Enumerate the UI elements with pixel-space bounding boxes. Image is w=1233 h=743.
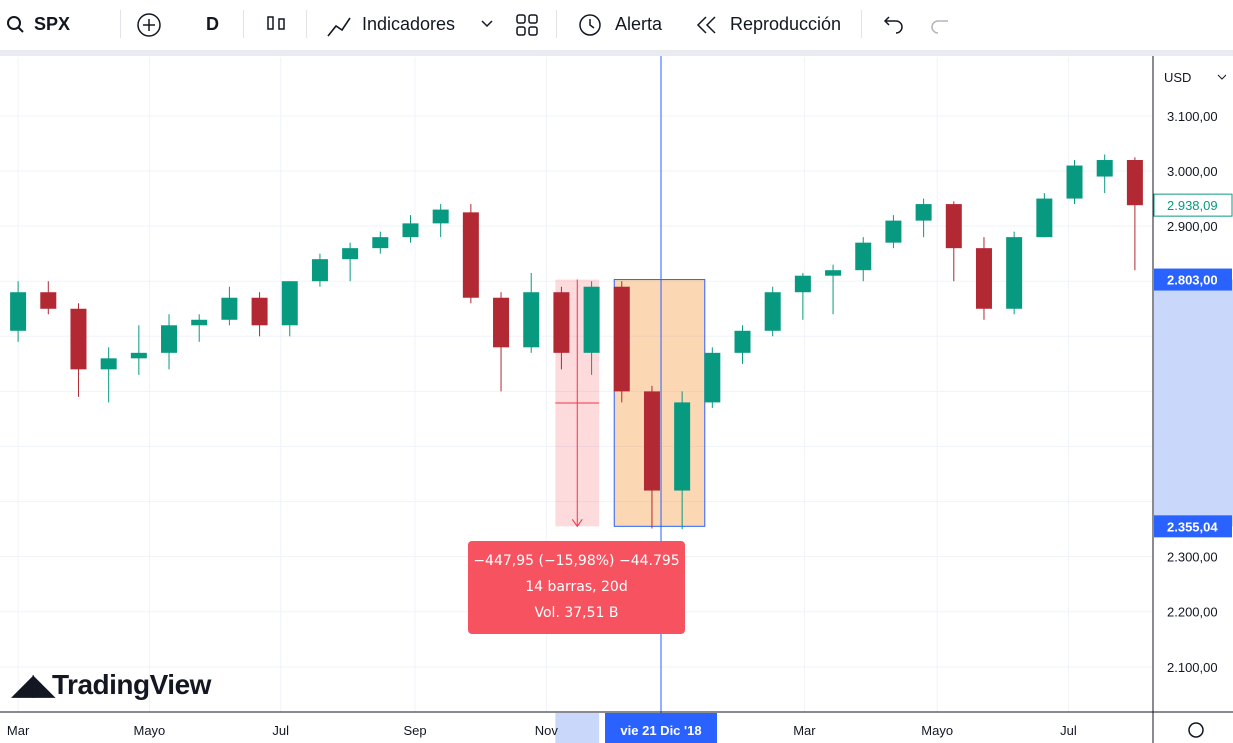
candle-body bbox=[704, 352, 721, 403]
y-tick-label: 3.000,00 bbox=[1167, 164, 1218, 179]
x-tick-label: Sep bbox=[403, 723, 426, 738]
time-range-highlight bbox=[555, 713, 600, 743]
price-label: 2.803,00 bbox=[1167, 273, 1218, 288]
y-tick-label: 2.900,00 bbox=[1167, 219, 1218, 234]
alert-button[interactable]: Alerta bbox=[615, 14, 663, 34]
candle-body bbox=[191, 319, 208, 326]
price-label-bg bbox=[1153, 193, 1233, 217]
candle-body bbox=[311, 259, 328, 282]
candle-body bbox=[130, 352, 147, 359]
x-tick-label: Jul bbox=[1060, 723, 1077, 738]
candle-body bbox=[1066, 165, 1083, 199]
candle-body bbox=[281, 281, 298, 326]
price-label: 2.355,04 bbox=[1167, 519, 1218, 534]
y-tick-label: 2.200,00 bbox=[1167, 605, 1218, 620]
toolbar-icons bbox=[7, 13, 948, 37]
candle-body bbox=[975, 248, 992, 309]
price-label-bg bbox=[1154, 515, 1232, 538]
price-range-highlight bbox=[1154, 279, 1233, 527]
chart: 2.100,002.200,002.300,002.400,002.500,00… bbox=[0, 56, 1233, 743]
crosshair-label: vie 21 Dic '18 bbox=[620, 723, 701, 738]
symbol[interactable]: SPX bbox=[34, 14, 71, 34]
x-tick-label: Mar bbox=[7, 723, 30, 738]
candle-body bbox=[1126, 160, 1143, 206]
candle-body bbox=[674, 402, 691, 491]
candle-body bbox=[825, 270, 842, 276]
candle-body bbox=[583, 286, 600, 353]
candle-body bbox=[1096, 160, 1113, 177]
x-tick-label: Mar bbox=[793, 723, 816, 738]
candle-body bbox=[1006, 237, 1023, 309]
toolbar: SPX D Indicadores Alerta Reproducción bbox=[0, 0, 1233, 50]
y-tick-label: 2.100,00 bbox=[1167, 660, 1218, 675]
candle-body bbox=[40, 292, 57, 309]
candle-body bbox=[794, 275, 811, 293]
y-tick-label: 3.100,00 bbox=[1167, 109, 1218, 124]
candle-body bbox=[402, 223, 419, 238]
measure-tooltip: −447,95 (−15,98%) −44.795 14 barras, 20d V… bbox=[468, 541, 685, 634]
candle-body bbox=[161, 325, 178, 353]
measure-line: 14 barras, 20d bbox=[525, 579, 628, 595]
candle-body bbox=[100, 358, 117, 370]
candle-body bbox=[945, 204, 962, 249]
measure-arrowhead bbox=[571, 519, 583, 528]
crosshair-label-bg bbox=[605, 713, 718, 743]
candle-body bbox=[372, 237, 389, 249]
candle-body bbox=[734, 330, 751, 353]
logo-mark: ◢◣ bbox=[12, 669, 55, 700]
x-tick-label: Nov bbox=[535, 723, 559, 738]
candle-body bbox=[10, 292, 27, 331]
candle-body bbox=[251, 297, 268, 326]
candle-body bbox=[553, 292, 570, 353]
candle-body bbox=[523, 292, 540, 348]
price-label: 2.938,09 bbox=[1167, 198, 1218, 213]
price-label-bg bbox=[1154, 268, 1232, 291]
candle-body bbox=[764, 292, 781, 331]
candle-body bbox=[493, 297, 510, 348]
candle-body bbox=[432, 209, 449, 224]
settings-icon bbox=[1188, 722, 1204, 738]
x-tick-label: Mayo bbox=[921, 723, 953, 738]
brand-name: TradingView bbox=[52, 669, 211, 700]
candle-body bbox=[462, 212, 479, 298]
interval[interactable]: D bbox=[206, 14, 219, 34]
candle-body bbox=[855, 242, 872, 271]
y-tick-label: 2.300,00 bbox=[1167, 550, 1218, 565]
measure-line: Vol. 37,51 B bbox=[534, 605, 619, 621]
brand-logo: ◢◣TradingView bbox=[12, 668, 211, 701]
candle-body bbox=[613, 286, 630, 392]
separator bbox=[0, 50, 1233, 56]
measure-line: −447,95 (−15,98%) −44.795 bbox=[473, 553, 680, 569]
indicators-button[interactable]: Indicadores bbox=[362, 14, 456, 34]
currency-selector[interactable]: USD bbox=[1164, 70, 1191, 85]
replay-button[interactable]: Reproducción bbox=[730, 14, 842, 34]
currency-caret bbox=[1217, 74, 1227, 80]
candle-body bbox=[643, 391, 660, 491]
candle-body bbox=[1036, 198, 1053, 238]
candle-body bbox=[915, 204, 932, 221]
candle-body bbox=[70, 308, 87, 370]
candle-body bbox=[221, 297, 238, 320]
x-tick-label: Jul bbox=[272, 723, 289, 738]
candle-body bbox=[342, 248, 359, 260]
candle-body bbox=[885, 220, 902, 243]
x-tick-label: Mayo bbox=[134, 723, 166, 738]
